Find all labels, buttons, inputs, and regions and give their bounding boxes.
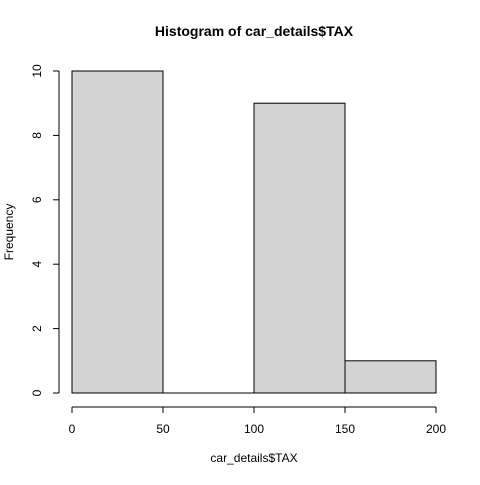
y-axis: 0 2 4 6 8 10 <box>30 64 60 396</box>
x-tick-label-3: 150 <box>335 422 355 436</box>
histogram-bar-3 <box>344 360 437 394</box>
chart-title: Histogram of car_details$TAX <box>155 23 354 39</box>
x-tick-label-2: 100 <box>244 422 264 436</box>
x-axis-label: car_details$TAX <box>210 451 297 465</box>
y-axis-label: Frequency <box>2 204 16 261</box>
y-tick-label-5: 10 <box>30 64 44 78</box>
x-tick-label-4: 200 <box>426 422 446 436</box>
x-tick-label-1: 50 <box>156 422 170 436</box>
y-tick-label-1: 2 <box>30 325 44 332</box>
x-axis: 0 50 100 150 200 <box>69 406 446 436</box>
y-tick-label-4: 8 <box>30 132 44 139</box>
x-tick-label-0: 0 <box>69 422 76 436</box>
y-tick-label-0: 0 <box>30 389 44 396</box>
bars-group <box>71 70 437 394</box>
y-tick-label-2: 4 <box>30 261 44 268</box>
histogram-bar-0 <box>71 70 164 394</box>
histogram-bar-2 <box>253 102 346 394</box>
y-tick-label-3: 6 <box>30 196 44 203</box>
